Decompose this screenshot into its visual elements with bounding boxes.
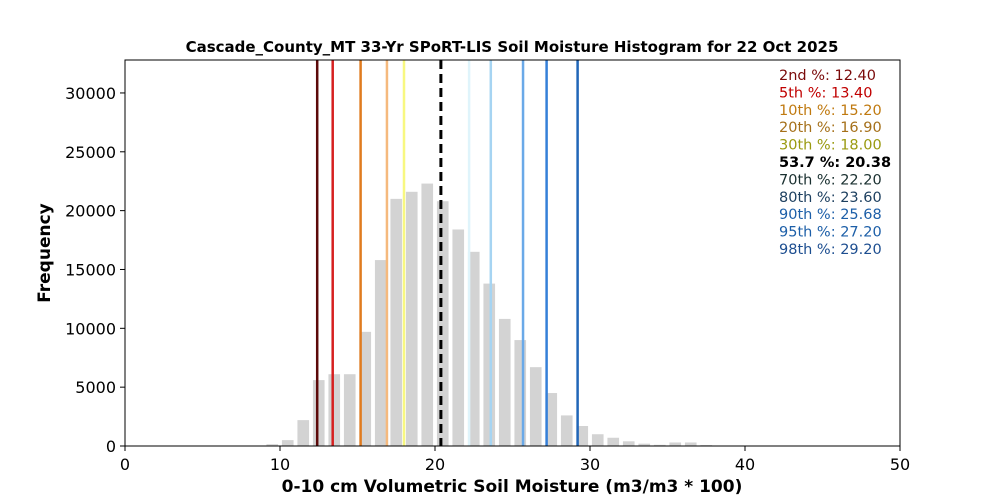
y-axis-label: Frequency [35,203,55,303]
y-tick-label: 15000 [65,260,116,279]
histogram-bar [328,374,341,446]
legend-entry: 90th %: 25.68 [779,207,882,223]
histogram-bar [638,443,651,446]
y-axis-ticks: 0 5000 10000 15000 20000 25000 30000 [65,84,125,456]
legend-entry: 80th %: 23.60 [779,190,882,206]
histogram-bar [297,420,310,446]
histogram-bar [669,442,682,446]
histogram-bar [312,380,325,446]
histogram-bar [421,183,434,446]
histogram-bar [436,201,449,446]
x-tick-label: 30 [580,455,600,474]
x-tick-label: 10 [270,455,290,474]
y-tick-label: 20000 [65,202,116,221]
legend-entry: 2nd %: 12.40 [779,68,876,84]
histogram-bar [529,367,542,446]
histogram-bars [266,183,713,446]
histogram-bar [281,440,294,446]
y-tick-label: 0 [106,437,116,456]
histogram-bar [452,229,465,446]
chart-title: Cascade_County_MT 33-Yr SPoRT-LIS Soil M… [186,38,839,56]
histogram-bar [359,331,372,446]
legend-entry: 20th %: 16.90 [779,120,882,136]
x-tick-label: 0 [120,455,130,474]
plot-frame [124,59,901,447]
x-axis-label: 0-10 cm Volumetric Soil Moisture (m3/m3 … [282,477,743,497]
histogram-bar [622,441,635,446]
legend-entry: 95th %: 27.20 [779,225,882,241]
histogram-bar [684,442,697,446]
y-tick-label: 5000 [75,378,116,397]
histogram-bar [405,191,418,446]
histogram-bar [498,318,511,446]
histogram-bar [545,393,558,446]
x-tick-label: 40 [735,455,755,474]
legend-entry: 98th %: 29.20 [779,242,882,258]
histogram-bar [483,283,496,446]
legend-entry: 5th %: 13.40 [779,85,873,101]
legend-entry: 53.7 %: 20.38 [779,155,891,171]
percentile-lines [315,60,579,446]
histogram-bar [374,260,387,446]
legend-entry: 70th %: 22.20 [779,172,882,188]
y-tick-label: 25000 [65,143,116,162]
legend-entry: 30th %: 18.00 [779,138,882,154]
y-tick-label: 30000 [65,84,116,103]
legend-entry: 10th %: 15.20 [779,103,882,119]
histogram-bar [266,444,279,446]
histogram-bar [514,340,527,446]
histogram-bar [607,437,620,446]
histogram-bar [560,415,573,446]
x-tick-label: 20 [425,455,445,474]
histogram-bar [390,198,403,446]
histogram-bar [576,425,589,446]
histogram-bar [653,444,666,446]
histogram-bar [467,251,480,446]
x-axis-ticks: 0 10 20 30 40 50 [120,446,910,474]
x-tick-label: 50 [890,455,910,474]
y-tick-label: 10000 [65,319,116,338]
histogram-bar [591,434,604,446]
histogram-bar [343,374,356,446]
